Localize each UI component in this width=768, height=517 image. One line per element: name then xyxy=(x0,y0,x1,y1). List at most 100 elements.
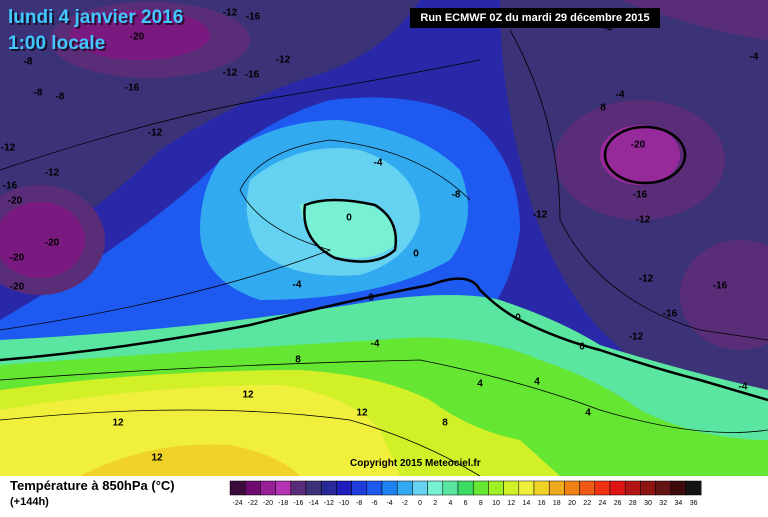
colorbar-swatch xyxy=(275,480,292,496)
colorbar-swatch xyxy=(640,480,656,496)
contour-label: -16 xyxy=(3,181,18,192)
time: 1:00 locale xyxy=(8,33,105,54)
colorbar-swatch xyxy=(305,480,322,496)
contour-label: -8 xyxy=(34,88,43,99)
contour-label: -8 xyxy=(24,57,33,68)
date-shadow: lundi 4 janvier 2016 xyxy=(10,9,185,30)
contour-label: -12 xyxy=(148,128,163,139)
contour-label: -12 xyxy=(629,332,644,343)
colorbar-swatch xyxy=(366,480,383,496)
temperature-field xyxy=(0,0,768,476)
colorbar-label: -22 xyxy=(248,500,258,507)
colorbar-swatch xyxy=(412,480,428,496)
colorbar-swatch xyxy=(670,480,687,496)
colorbar-swatch xyxy=(488,480,504,496)
date: lundi 4 janvier 2016 xyxy=(8,7,183,28)
colorbar-label: -8 xyxy=(356,500,362,507)
colorbar-swatch xyxy=(564,480,580,496)
contour-label: 12 xyxy=(356,408,368,419)
contour-label: -12 xyxy=(1,143,16,154)
contour-label: 12 xyxy=(242,390,254,401)
colorbar-label: 24 xyxy=(599,500,607,507)
contour-label: -20 xyxy=(45,238,60,249)
colorbar-label: 36 xyxy=(690,500,698,507)
colorbar-label: 32 xyxy=(659,500,667,507)
colorbar-swatch xyxy=(518,480,535,496)
colorbar-label: 12 xyxy=(507,500,515,507)
colorbar-swatch xyxy=(609,480,626,496)
colorbar-swatch xyxy=(685,480,702,496)
colorbar-swatch xyxy=(533,480,550,496)
colorbar-swatch xyxy=(260,480,276,496)
colorbar-label: 28 xyxy=(629,500,637,507)
colorbar-label: 30 xyxy=(644,500,652,507)
colorbar-label: 18 xyxy=(553,500,561,507)
colorbar-label: -2 xyxy=(402,500,408,507)
contour-label: -16 xyxy=(246,12,261,23)
contour-label: 8 xyxy=(600,103,606,114)
colorbar-label: -16 xyxy=(293,500,303,507)
colorbar-label: 6 xyxy=(464,500,468,507)
colorbar-label: 0 xyxy=(418,500,422,507)
contour-label: -8 xyxy=(452,190,461,201)
colorbar-swatch xyxy=(503,480,520,496)
colorbar-label: -6 xyxy=(371,500,377,507)
time-shadow: 1:00 locale xyxy=(10,35,107,56)
contour-label: -16 xyxy=(125,83,140,94)
contour-label: -4 xyxy=(739,382,748,393)
colorbar-label: -10 xyxy=(339,500,349,507)
contour-label: -20 xyxy=(631,140,646,151)
colorbar-label: -14 xyxy=(309,500,319,507)
contour-label: -12 xyxy=(276,55,291,66)
footer-title: Température à 850hPa (°C) xyxy=(10,478,175,493)
colorbar-swatch xyxy=(229,480,246,496)
contour-label: -12 xyxy=(639,274,654,285)
contour-label: -4 xyxy=(750,52,759,63)
contours xyxy=(0,29,768,477)
contour-label: 0 xyxy=(346,213,352,224)
colorbar-swatch xyxy=(351,480,368,496)
contour-label: -8 xyxy=(56,92,65,103)
colorbar-swatch xyxy=(290,480,307,496)
colorbar-label: 14 xyxy=(523,500,531,507)
colorbar-swatch xyxy=(427,480,444,496)
contour-label: 0 xyxy=(579,342,585,353)
colorbar-swatch xyxy=(472,480,489,496)
colorbar-swatch xyxy=(336,480,352,496)
colorbar-label: 34 xyxy=(675,500,683,507)
colorbar-swatch xyxy=(320,480,337,496)
contour-label: -16 xyxy=(633,190,648,201)
copyright: Copyright 2015 Meteociel.fr xyxy=(350,458,481,469)
contour-labels: -12 -16-20-8-8 -8-12 -16-12-16-12-12-12-16-… xyxy=(1,8,759,464)
contour-label: 4 xyxy=(477,379,483,390)
contour-label: -4 xyxy=(616,90,625,101)
contour-label: -8 xyxy=(604,23,613,34)
contour-label: 0 xyxy=(515,313,521,324)
colorbar-label: 20 xyxy=(568,500,576,507)
colorbar-swatch xyxy=(655,480,672,496)
contour-label: -20 xyxy=(8,196,23,207)
colorbar-label: 26 xyxy=(614,500,622,507)
contour-label: -16 xyxy=(245,70,260,81)
colorbar-label: -4 xyxy=(386,500,392,507)
colorbar: -24 -22 -20 -18 -16 -14 -12 -10 -8 -6 -4 -2 0 2 4 6 8 10 1… xyxy=(229,480,702,507)
colorbar-label: 16 xyxy=(538,500,546,507)
contour-label: -12 xyxy=(223,68,238,79)
contour-label: 0 xyxy=(413,249,419,260)
contour-label: -4 xyxy=(293,280,302,291)
colorbar-swatch xyxy=(624,480,641,496)
colorbar-swatch xyxy=(396,480,413,496)
colorbar-swatch xyxy=(579,480,596,496)
contour-label: 4 xyxy=(585,408,591,419)
colorbar-label: -24 xyxy=(233,500,243,507)
colorbar-label: 4 xyxy=(448,500,452,507)
contour-label: -4 xyxy=(371,339,380,350)
run-info: Run ECMWF 0Z du mardi 29 décembre 2015 xyxy=(420,12,649,24)
contour-label: -12 xyxy=(533,210,548,221)
colorbar-label: 2 xyxy=(433,500,437,507)
colorbar-swatch xyxy=(244,480,261,496)
contour-label: -16 xyxy=(713,281,728,292)
contour-label: -12 xyxy=(45,168,60,179)
contour-label: 0 xyxy=(368,293,374,304)
